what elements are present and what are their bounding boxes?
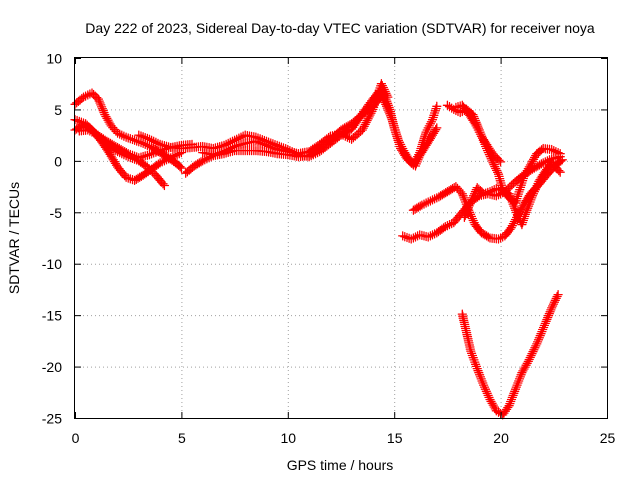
- y-axis-ticks: 10 5 0 -5 -10 -15 -20 -25: [42, 51, 607, 427]
- chart-title: Day 222 of 2023, Sidereal Day-to-day VTE…: [85, 20, 595, 36]
- series-4-markers: [74, 125, 197, 163]
- y-tick-label: -15: [42, 308, 62, 324]
- y-tick-label: -10: [42, 256, 62, 272]
- series-7-markers: [198, 79, 393, 160]
- y-tick-label: -20: [42, 359, 62, 375]
- series-12-markers: [459, 158, 565, 230]
- x-tick-label: 20: [493, 430, 509, 446]
- y-tick-label: -25: [42, 411, 62, 427]
- y-tick-label: 5: [54, 102, 62, 118]
- y-axis-label: SDTVAR / TECUs: [6, 182, 22, 294]
- x-tick-label: 25: [600, 430, 616, 446]
- series-13-markers: [457, 289, 563, 420]
- x-tick-label: 10: [281, 430, 297, 446]
- x-tick-label: 5: [178, 430, 186, 446]
- series-6-markers: [181, 88, 442, 178]
- x-tick-label: 0: [72, 430, 80, 446]
- y-tick-label: -5: [50, 205, 63, 221]
- x-axis-label: GPS time / hours: [287, 457, 394, 473]
- y-tick-label: 0: [54, 153, 62, 169]
- plot-frame: [74, 57, 608, 419]
- series-11-markers: [451, 100, 506, 167]
- x-axis-ticks: 0 5 10 15 20 25: [72, 58, 616, 446]
- x-tick-label: 15: [387, 430, 403, 446]
- data-series: [70, 79, 567, 420]
- y-tick-label: 10: [46, 51, 62, 67]
